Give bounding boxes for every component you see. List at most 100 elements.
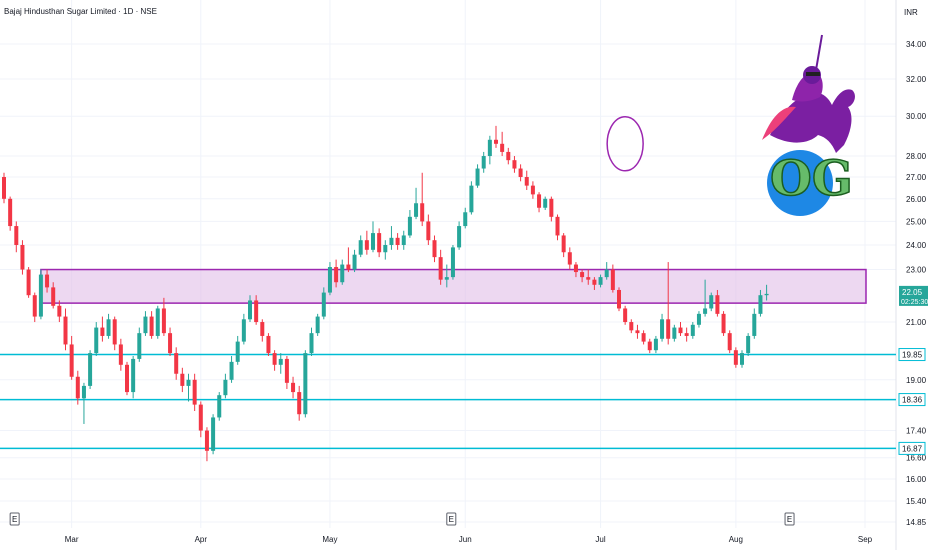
candle-body-69 [426, 221, 431, 241]
support-badge-label-2: 16.87 [902, 444, 923, 453]
candle-body-15 [94, 327, 99, 354]
candle-body-74 [457, 226, 462, 248]
candle-body-26 [161, 308, 166, 334]
candle-body-50 [309, 333, 314, 354]
candle-body-34 [211, 417, 216, 451]
highlight-circle-ellipse [606, 116, 644, 172]
highlight-circle [606, 116, 644, 172]
candle-body-17 [106, 319, 111, 336]
candle-body-95 [586, 277, 591, 280]
y-tick-label-11: 17.40 [906, 427, 927, 436]
candle-body-93 [573, 264, 578, 273]
candle-body-58 [358, 240, 363, 255]
candle-body-92 [567, 252, 572, 265]
y-tick-label-6: 25.00 [906, 217, 927, 226]
candle-body-8 [51, 287, 56, 306]
candle-body-112 [690, 324, 695, 336]
candle-body-11 [69, 344, 74, 377]
candle-body-12 [75, 376, 80, 399]
candle-body-87 [537, 194, 542, 208]
candle-body-39 [241, 319, 246, 342]
candle-body-119 [733, 350, 738, 365]
earnings-marker-label-1: E [449, 515, 454, 524]
y-tick-label-10: 19.00 [906, 376, 927, 385]
candle-body-28 [174, 353, 179, 374]
candle-body-118 [727, 333, 732, 351]
candle-body-100 [617, 289, 621, 309]
candle-body-86 [530, 185, 535, 195]
earnings-marker-0 [9, 512, 20, 526]
og-letters: OG [770, 151, 853, 207]
candle-body-5 [32, 295, 37, 317]
candle-body-101 [623, 308, 628, 323]
candle-body-99 [610, 269, 615, 290]
candle-body-3 [20, 244, 25, 270]
support-lines [0, 353, 896, 450]
candle-body-62 [383, 244, 388, 253]
candle-body-80 [494, 139, 498, 144]
candle-body-10 [63, 316, 68, 345]
candle-body-32 [198, 404, 203, 431]
candle-body-41 [254, 300, 259, 323]
candles [2, 125, 769, 462]
candle-body-35 [217, 395, 222, 418]
og-knight-logo: OG [762, 34, 855, 216]
candle-body-83 [512, 160, 517, 169]
candle-body-72 [444, 277, 449, 280]
candle-body-109 [672, 327, 677, 339]
support-badge-0 [898, 348, 926, 362]
x-tick-label-2: May [322, 535, 337, 544]
candle-body-47 [291, 382, 296, 393]
candle-body-71 [438, 257, 443, 280]
candle-body-116 [715, 295, 720, 314]
candle-body-115 [709, 295, 714, 309]
candle-body-57 [352, 254, 357, 270]
candle-body-73 [450, 247, 455, 278]
candle-body-111 [684, 333, 689, 336]
candle-body-27 [168, 333, 173, 354]
candle-body-6 [38, 274, 43, 317]
candle-body-21 [131, 358, 136, 393]
candle-body-46 [284, 358, 289, 383]
candle-body-94 [580, 272, 585, 278]
candle-body-90 [555, 216, 560, 236]
x-tick-label-6: Sep [858, 535, 873, 544]
candle-body-120 [740, 353, 744, 365]
candle-body-63 [389, 237, 394, 245]
y-tick-label-3: 28.00 [906, 152, 927, 161]
candle-body-98 [604, 269, 609, 278]
earnings-marker-label-2: E [787, 515, 792, 524]
x-tick-label-3: Jun [459, 535, 472, 544]
last-price-countdown: 02:25:30 [901, 299, 928, 306]
candle-body-67 [414, 203, 419, 217]
candle-body-59 [364, 240, 369, 250]
candle-body-117 [721, 313, 726, 334]
candle-body-124 [764, 293, 769, 296]
time-axis: MarAprMayJunJulAugSepOct [65, 535, 873, 544]
y-tick-label-12: 16.60 [906, 454, 927, 463]
candle-body-103 [635, 330, 640, 334]
candle-body-19 [118, 344, 123, 365]
candle-body-9 [57, 305, 62, 317]
earnings-marker-label-0: E [12, 515, 17, 524]
candle-body-1 [8, 198, 13, 227]
candle-body-40 [248, 300, 252, 320]
candle-body-14 [88, 353, 93, 386]
y-tick-label-13: 16.00 [906, 475, 927, 484]
candle-body-75 [463, 212, 468, 227]
candle-body-89 [549, 198, 554, 217]
candle-body-49 [303, 353, 308, 415]
x-tick-label-0: Mar [65, 535, 79, 544]
last-price-badge [899, 285, 928, 306]
candle-body-106 [653, 338, 658, 351]
currency-label: INR [904, 8, 918, 17]
y-tick-label-7: 24.00 [906, 241, 927, 250]
candle-body-77 [475, 168, 480, 186]
candle-body-4 [26, 269, 31, 296]
candle-body-66 [407, 216, 412, 236]
candle-body-81 [500, 143, 505, 152]
candle-body-78 [481, 156, 486, 169]
candle-body-18 [112, 319, 117, 345]
candle-body-54 [334, 267, 339, 283]
candle-body-61 [377, 233, 382, 253]
